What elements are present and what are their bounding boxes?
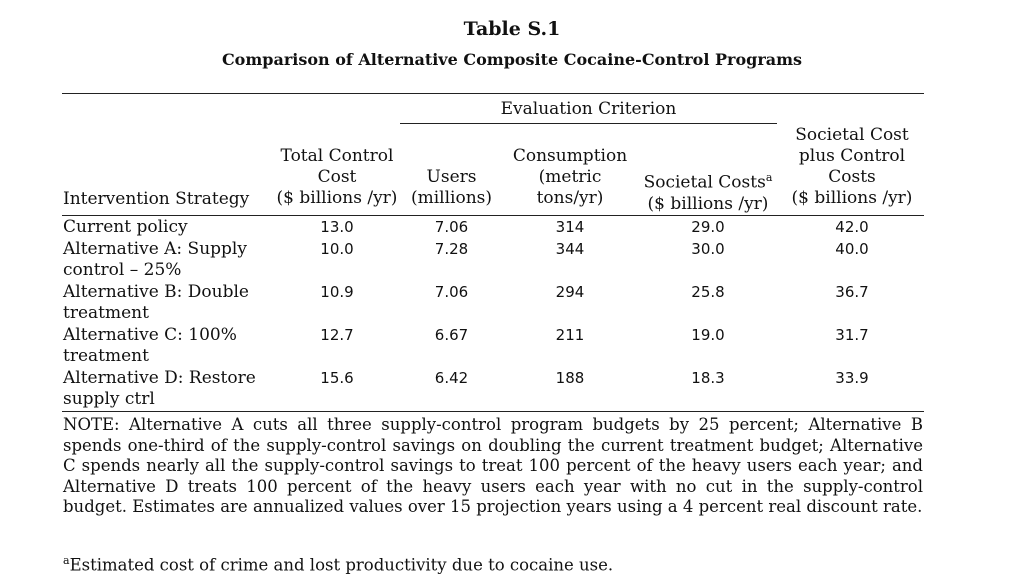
row-control-cost: 10.9	[320, 283, 354, 301]
footnote-marker: a	[63, 554, 70, 567]
header-consumption-line3: tons/yr)	[536, 188, 604, 208]
row-consumption: 211	[555, 326, 585, 344]
row-users: 6.67	[434, 326, 469, 344]
header-consumption: Consumption (metric tons/yr)	[505, 146, 635, 209]
table-note: NOTE: Alternative A cuts all three suppl…	[63, 415, 923, 516]
row-users: 6.42	[434, 369, 469, 387]
header-societal-text: Societal Costs	[643, 172, 766, 193]
row-consumption: 344	[555, 240, 585, 258]
row-strategy: Current policy	[63, 217, 188, 237]
header-rule	[62, 215, 924, 216]
footnote-text: Estimated cost of crime and lost product…	[69, 555, 614, 575]
header-total-line2: plus Control	[798, 146, 906, 166]
table-subtitle: Comparison of Alternative Composite Coca…	[221, 50, 803, 69]
header-consumption-line2: (metric	[538, 167, 602, 187]
row-strategy: Alternative A: Supply control – 25%	[63, 239, 247, 280]
row-control-cost: 15.6	[320, 369, 354, 387]
header-control-cost: Total Control Cost ($ billions /yr)	[272, 146, 402, 209]
row-societal: 18.3	[691, 369, 725, 387]
header-total-line1: Societal Cost	[795, 125, 909, 145]
header-total-line4: ($ billions /yr)	[791, 188, 913, 208]
header-consumption-line1: Consumption	[512, 146, 628, 166]
header-users-line2: (millions)	[410, 188, 493, 208]
header-users-line1: Users	[426, 167, 477, 187]
header-total: Societal Cost plus Control Costs ($ bill…	[782, 125, 922, 209]
row-control-cost: 13.0	[320, 218, 354, 236]
row-control-cost: 10.0	[320, 240, 354, 258]
header-total-line3: Costs	[828, 167, 876, 187]
row-societal: 29.0	[691, 218, 725, 236]
row-users: 7.06	[434, 218, 469, 236]
row-consumption: 314	[555, 218, 585, 236]
group-header-label: Evaluation Criterion	[500, 99, 677, 119]
footnote: aEstimated cost of crime and lost produc…	[63, 550, 923, 576]
row-strategy: Alternative B: Double treatment	[63, 282, 249, 323]
row-consumption: 188	[555, 369, 585, 387]
row-societal: 30.0	[691, 240, 725, 258]
header-societal: Societal Costsa ($ billions /yr)	[638, 167, 778, 215]
row-consumption: 294	[555, 283, 585, 301]
header-societal-footnote-marker: a	[765, 171, 773, 184]
row-societal: 25.8	[691, 283, 725, 301]
header-control-cost-line3: ($ billions /yr)	[276, 188, 398, 208]
row-control-cost: 12.7	[320, 326, 354, 344]
row-societal: 19.0	[691, 326, 725, 344]
row-users: 7.28	[434, 240, 469, 258]
header-control-cost-line2: Cost	[317, 167, 357, 187]
header-societal-line2: ($ billions /yr)	[647, 193, 769, 214]
row-strategy: Alternative C: 100% treatment	[63, 325, 237, 366]
row-total: 40.0	[835, 240, 869, 258]
header-strategy: Intervention Strategy	[63, 189, 250, 209]
top-rule	[62, 93, 924, 94]
row-total: 42.0	[835, 218, 869, 236]
footer-rule	[62, 411, 924, 412]
table-title: Table S.1	[463, 18, 561, 40]
header-societal-line1: Societal Costsa	[638, 167, 778, 194]
row-users: 7.06	[434, 283, 469, 301]
header-control-cost-line1: Total Control	[280, 146, 394, 166]
group-header-rule	[400, 123, 777, 124]
row-total: 36.7	[835, 283, 869, 301]
header-users: Users (millions)	[404, 167, 499, 209]
row-total: 33.9	[835, 369, 869, 387]
row-strategy: Alternative D: Restore supply ctrl	[63, 368, 256, 409]
row-total: 31.7	[835, 326, 869, 344]
